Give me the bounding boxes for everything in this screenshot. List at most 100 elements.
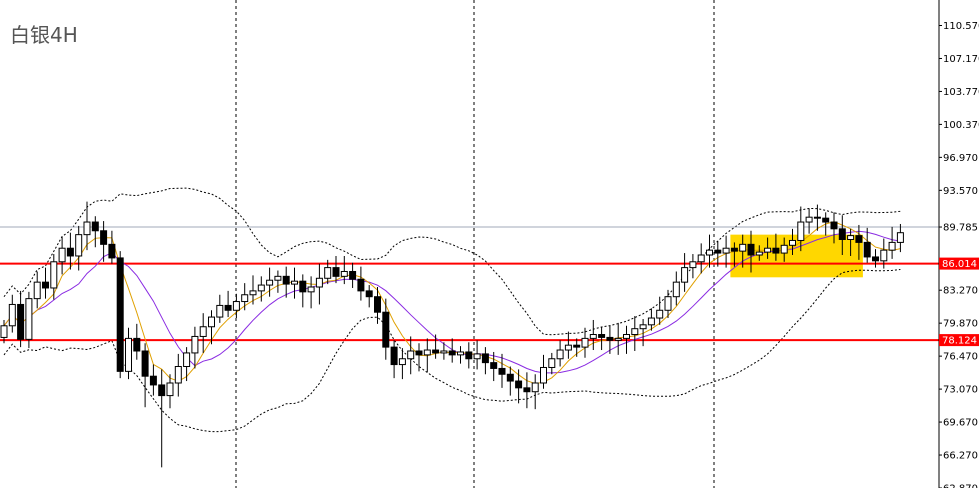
candle-body [291, 280, 298, 285]
candle-body [66, 247, 74, 257]
candle [158, 369, 166, 468]
candle-body [390, 346, 398, 366]
candle [581, 327, 589, 358]
candle [357, 266, 365, 301]
candle [133, 323, 141, 360]
candle [614, 322, 622, 355]
candle-body [830, 221, 838, 230]
candle-body [722, 247, 730, 254]
axis-tick-label: 96.970 [943, 153, 978, 164]
candle [365, 285, 373, 308]
candle-body [133, 337, 141, 352]
candle-body [481, 353, 489, 364]
candle [349, 262, 357, 288]
candle-body [490, 362, 498, 369]
candle [75, 225, 83, 271]
candle [872, 249, 879, 268]
candle [647, 308, 655, 331]
axis-tick-label: 69.670 [943, 418, 978, 429]
candle [772, 233, 780, 261]
candle-body [448, 350, 456, 356]
candle [274, 270, 282, 293]
candle [257, 276, 265, 302]
axis-tick-label: 103.770 [943, 87, 979, 98]
candle-body [647, 317, 655, 326]
candle [324, 259, 332, 285]
candle-body [141, 350, 149, 377]
candle [515, 369, 523, 404]
candle-body [374, 296, 381, 313]
candle-body [506, 373, 514, 382]
candle-body [241, 294, 249, 303]
candle-body [398, 358, 406, 366]
candle-body [473, 353, 481, 360]
candle [216, 294, 224, 323]
candle-body [382, 311, 390, 348]
candle [249, 275, 257, 305]
candle-body [332, 267, 340, 277]
candle-body [465, 351, 473, 360]
candle [291, 267, 298, 299]
candle [681, 253, 689, 292]
candle [523, 372, 531, 409]
candle-body [349, 270, 357, 280]
candle-body [299, 280, 307, 293]
candle-body [573, 344, 581, 348]
candle-body [689, 261, 697, 269]
price-axis: 110.570 107.170 103.770 100.370 96.970 93.570… [938, 0, 979, 488]
candle [50, 254, 58, 300]
candle [822, 212, 830, 236]
candle [423, 338, 431, 373]
candle-body [872, 256, 879, 262]
candle-body [232, 301, 240, 311]
candle [880, 238, 888, 269]
candle [299, 274, 307, 308]
candle [789, 228, 796, 256]
candle [382, 298, 390, 360]
candle-body [216, 304, 224, 318]
highlight-layer [730, 234, 863, 278]
candle [33, 271, 41, 309]
candle-layer [0, 201, 904, 468]
candle-body [191, 335, 199, 354]
candle [390, 340, 398, 379]
candle [448, 338, 456, 363]
price-tag-label: 86.014 [942, 259, 977, 270]
candle [672, 271, 680, 306]
candle [813, 204, 821, 231]
candle [780, 237, 788, 262]
candle [374, 287, 381, 324]
candle [606, 325, 614, 354]
candle [66, 232, 74, 270]
candle-body [730, 247, 738, 252]
candle [797, 206, 805, 252]
candle-body [631, 328, 639, 336]
candle-body [755, 251, 763, 256]
candle [141, 343, 149, 408]
candle-body [407, 350, 415, 360]
candle [199, 313, 207, 353]
candle [58, 236, 66, 275]
candle-body [805, 216, 813, 223]
candle-body [880, 249, 888, 262]
candle [8, 294, 16, 333]
axis-tick-label: 107.170 [943, 54, 979, 65]
candle [656, 296, 664, 325]
candle [623, 325, 630, 354]
candle-body [813, 216, 821, 219]
candle-body [498, 367, 506, 375]
candle-body [896, 232, 904, 243]
candle [307, 276, 315, 309]
candle-body [548, 358, 556, 368]
axis-tick-label: 62.870 [943, 484, 978, 488]
candle-body [365, 290, 373, 298]
bollinger-lower [3, 269, 901, 433]
candle-body [315, 277, 323, 288]
axis-tick-label: 93.570 [943, 186, 978, 197]
candle-body [249, 290, 257, 296]
axis-tick-label: 66.270 [943, 451, 978, 462]
candle-body [714, 249, 722, 254]
candle-body [789, 239, 796, 246]
candle [282, 266, 290, 298]
